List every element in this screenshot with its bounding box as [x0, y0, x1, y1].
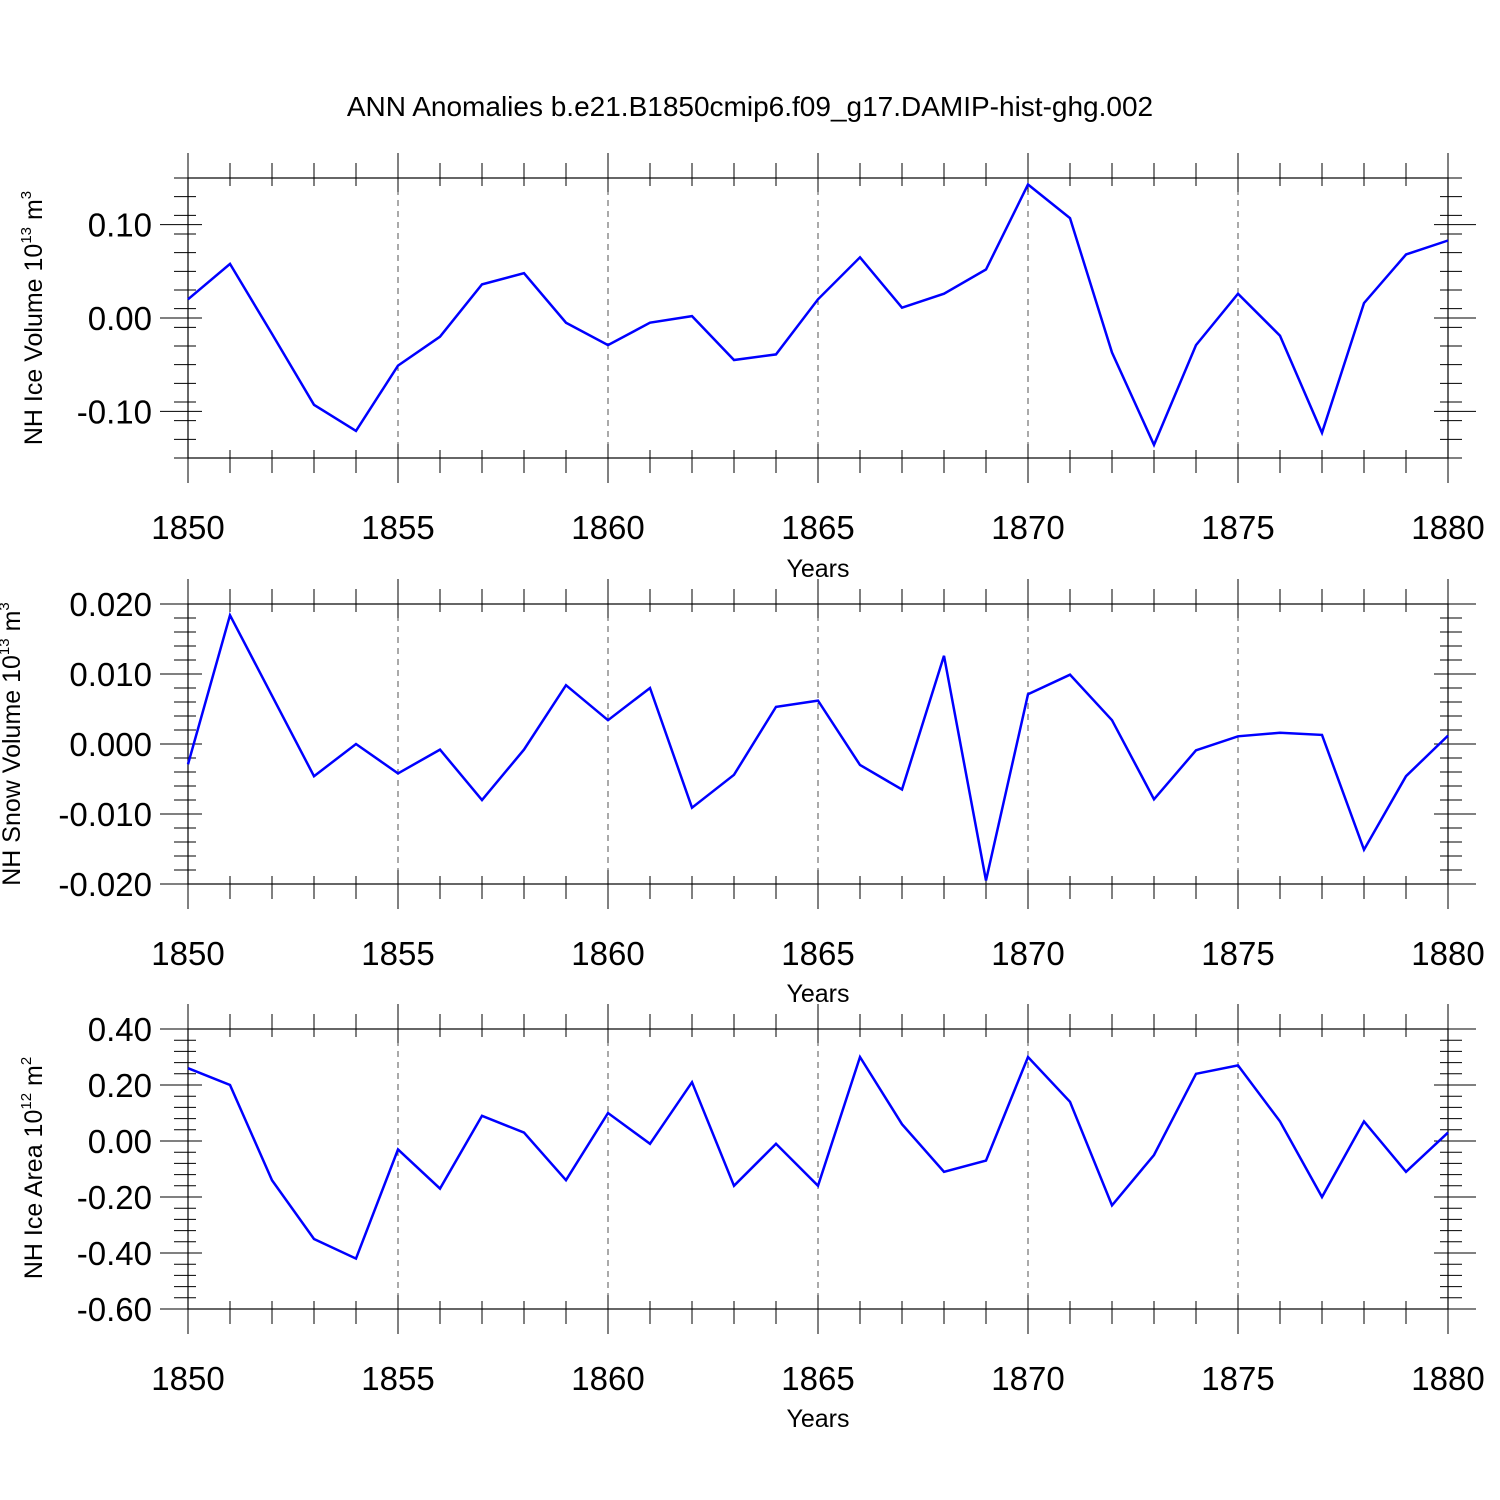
- x-tick-label: 1860: [571, 509, 644, 546]
- y-tick-label: -0.10: [77, 393, 152, 430]
- x-tick-label: 1850: [151, 935, 224, 972]
- x-tick-label: 1850: [151, 1360, 224, 1397]
- panel-1-ylabel: NH Snow Volume 1013 m3: [0, 602, 26, 886]
- x-tick-label: 1875: [1201, 509, 1274, 546]
- panel-2-ylabel: NH Ice Area 1012 m2: [18, 1057, 48, 1279]
- x-tick-label: 1870: [991, 1360, 1064, 1397]
- y-tick-label: -0.40: [77, 1235, 152, 1272]
- panel-snow-volume: NH Snow Volume 1013 m3 Years 1850 1855 186…: [0, 579, 1485, 1008]
- panel-ice-area: NH Ice Area 1012 m2 Years 1850 1855 1860 18…: [18, 1004, 1485, 1433]
- panel-0-ylabel: NH Ice Volume 1013 m3: [18, 191, 48, 445]
- x-tick-label: 1865: [781, 509, 854, 546]
- x-tick-label: 1880: [1411, 1360, 1484, 1397]
- plot-frame: [187, 1028, 1449, 1310]
- y-tick-label: 0.020: [69, 586, 152, 623]
- x-tick-label: 1850: [151, 509, 224, 546]
- x-tick-label: 1860: [571, 935, 644, 972]
- x-tick-label: 1855: [361, 1360, 434, 1397]
- series-line: [187, 1054, 1449, 1261]
- x-tick-label: 1855: [361, 935, 434, 972]
- y-tick-label: 0.00: [88, 300, 152, 337]
- plot-frame: [187, 177, 1449, 459]
- y-tick-label: 0.000: [69, 726, 152, 763]
- x-tick-label: 1860: [571, 1360, 644, 1397]
- y-tick-label: 0.20: [88, 1067, 152, 1104]
- y-tick-label: 0.00: [88, 1123, 152, 1160]
- panel-1-xlabel: Years: [786, 980, 849, 1008]
- x-tick-label: 1870: [991, 509, 1064, 546]
- x-tick-label: 1870: [991, 935, 1064, 972]
- y-tick-label: -0.60: [77, 1291, 152, 1328]
- chart-title: ANN Anomalies b.e21.B1850cmip6.f09_g17.D…: [347, 91, 1153, 122]
- series-line: [187, 182, 1449, 449]
- x-tick-label: 1880: [1411, 509, 1484, 546]
- y-tick-label: -0.020: [58, 866, 152, 903]
- panel-2-xlabel: Years: [786, 1405, 849, 1433]
- series-line: [186, 611, 1449, 881]
- plot-frame: [187, 603, 1449, 885]
- y-tick-label: -0.20: [77, 1179, 152, 1216]
- x-tick-label: 1865: [781, 935, 854, 972]
- panel-0-xlabel: Years: [786, 555, 849, 583]
- y-tick-label: -0.010: [58, 796, 152, 833]
- x-tick-label: 1855: [361, 509, 434, 546]
- y-tick-label: 0.40: [88, 1011, 152, 1048]
- panel-ice-volume: NH Ice Volume 1013 m3 Years 1850 1855 1860…: [18, 153, 1485, 583]
- x-tick-label: 1875: [1201, 935, 1274, 972]
- x-tick-label: 1875: [1201, 1360, 1274, 1397]
- y-tick-label: 0.10: [88, 207, 152, 244]
- x-tick-label: 1865: [781, 1360, 854, 1397]
- y-tick-label: 0.010: [69, 656, 152, 693]
- x-tick-label: 1880: [1411, 935, 1484, 972]
